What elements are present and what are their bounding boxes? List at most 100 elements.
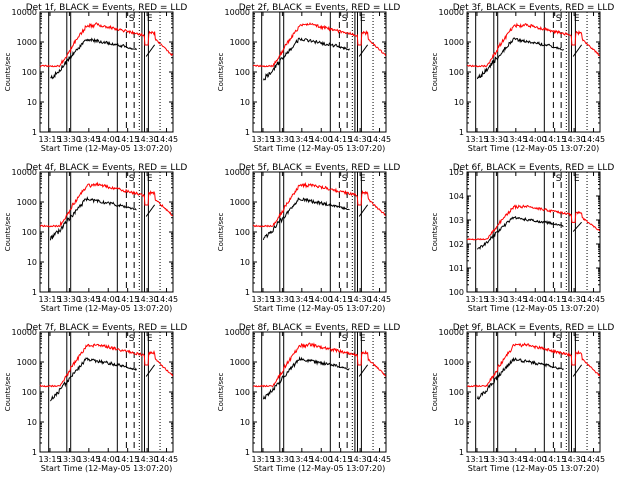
y-tick-label: 10000 [12,8,37,17]
end-marker-label: E [574,334,580,344]
y-tick-label: 102 [449,240,464,249]
end-marker-label: E [574,174,580,184]
x-tick-label: 14:45 [582,455,605,464]
x-tick-label: 13:45 [77,135,100,144]
plot-frame [39,331,174,453]
x-tick-label: 13:45 [290,455,313,464]
x-tick-label: 14:00 [97,455,120,464]
series-events-line [476,215,582,250]
y-tick-label: 1 [459,128,464,137]
y-tick-label: 10000 [225,328,250,337]
y-tick-label: 1000 [230,38,250,47]
x-tick-label: 14:00 [97,135,120,144]
series-events-line [50,357,156,402]
series-events-line [50,37,156,80]
y-tick-label: 10000 [225,168,250,177]
x-tick-label: 14:30 [136,135,159,144]
x-tick-label: 14:15 [116,135,139,144]
chart-title: Det 9f, BLACK = Events, RED = LLD [453,323,615,333]
y-tick-label: 100 [449,388,464,397]
y-tick-label: 1 [245,128,250,137]
start-marker-label: S [129,14,135,24]
y-tick-label: 10000 [12,168,37,177]
series-lld-line [466,204,601,241]
x-tick-label: 13:45 [77,295,100,304]
x-tick-label: 14:15 [543,455,566,464]
y-tick-label: 1000 [230,198,250,207]
y-axis-label: Counts/sec [431,373,439,412]
y-tick-label: 10000 [439,328,464,337]
end-marker-label: E [147,174,153,184]
y-tick-label: 10000 [439,8,464,17]
y-tick-label: 1 [245,288,250,297]
end-marker-label: E [360,14,366,24]
x-tick-label: 13:15 [38,295,61,304]
y-tick-label: 10 [240,418,250,427]
plot-frame [252,11,387,133]
start-marker-label: S [556,174,562,184]
x-tick-label: 14:30 [136,455,159,464]
x-tick-label: 14:00 [524,295,547,304]
x-axis-label: Start Time (12-May-05 13:07:20) [254,144,385,153]
y-tick-label: 1 [245,448,250,457]
series-events-line [262,197,369,241]
x-axis-label: Start Time (12-May-05 13:07:20) [468,144,599,153]
end-marker-label: E [360,174,366,184]
x-tick-label: 14:45 [368,295,391,304]
x-tick-label: 14:00 [310,135,333,144]
x-axis-label: Start Time (12-May-05 13:07:20) [41,304,172,313]
end-marker-label: E [360,334,366,344]
x-tick-label: 13:45 [504,455,527,464]
x-tick-label: 13:15 [465,295,488,304]
start-marker-label: S [556,14,562,24]
x-axis-label: Start Time (12-May-05 13:07:20) [468,464,599,473]
y-tick-label: 1000 [17,358,37,367]
y-axis-label: Counts/sec [4,53,12,92]
panel-det-2: Det 2f, BLACK = Events, RED = LLD Counts/… [217,3,400,153]
x-axis-label: Start Time (12-May-05 13:07:20) [41,144,172,153]
series-events-line [262,355,369,400]
series-events-line [49,196,156,241]
y-tick-label: 100 [235,68,250,77]
y-tick-label: 1000 [444,358,464,367]
x-tick-label: 14:45 [582,135,605,144]
x-tick-label: 14:30 [563,295,586,304]
x-tick-label: 13:15 [251,455,274,464]
series-lld-line [252,181,387,228]
x-axis-label: Start Time (12-May-05 13:07:20) [468,304,599,313]
panel-det-6: Det 6f, BLACK = Events, RED = LLD Counts/… [431,163,614,313]
chart-title: Det 3f, BLACK = Events, RED = LLD [453,3,615,13]
x-tick-label: 14:15 [116,455,139,464]
plot-frame [466,171,601,293]
x-tick-label: 13:30 [271,455,294,464]
y-tick-label: 10 [454,418,464,427]
panel-det-9: Det 9f, BLACK = Events, RED = LLD Counts/… [431,323,614,473]
y-tick-label: 105 [449,168,464,177]
y-tick-label: 100 [22,68,37,77]
start-marker-label: S [342,334,348,344]
y-tick-label: 100 [22,388,37,397]
x-tick-label: 13:15 [465,135,488,144]
panel-det-3: Det 3f, BLACK = Events, RED = LLD Counts/… [431,3,614,153]
series-lld-line [252,22,387,68]
x-tick-label: 13:30 [485,455,508,464]
start-marker-label: S [342,14,348,24]
x-tick-label: 14:15 [329,295,352,304]
x-tick-label: 14:45 [368,135,391,144]
x-tick-label: 13:30 [58,455,81,464]
x-tick-label: 14:45 [155,135,178,144]
x-tick-label: 14:15 [116,295,139,304]
y-axis-label: Counts/sec [217,373,225,412]
y-tick-label: 100 [235,228,250,237]
y-tick-label: 10 [454,98,464,107]
panel-det-8: Det 8f, BLACK = Events, RED = LLD Counts/… [217,323,400,473]
y-tick-label: 1 [32,288,37,297]
y-axis-label: Counts/sec [4,373,12,412]
x-tick-label: 14:00 [524,455,547,464]
y-tick-label: 1000 [444,38,464,47]
y-tick-label: 100 [235,388,250,397]
x-tick-label: 13:30 [271,295,294,304]
series-lld-line [466,342,601,388]
x-tick-label: 14:00 [310,455,333,464]
